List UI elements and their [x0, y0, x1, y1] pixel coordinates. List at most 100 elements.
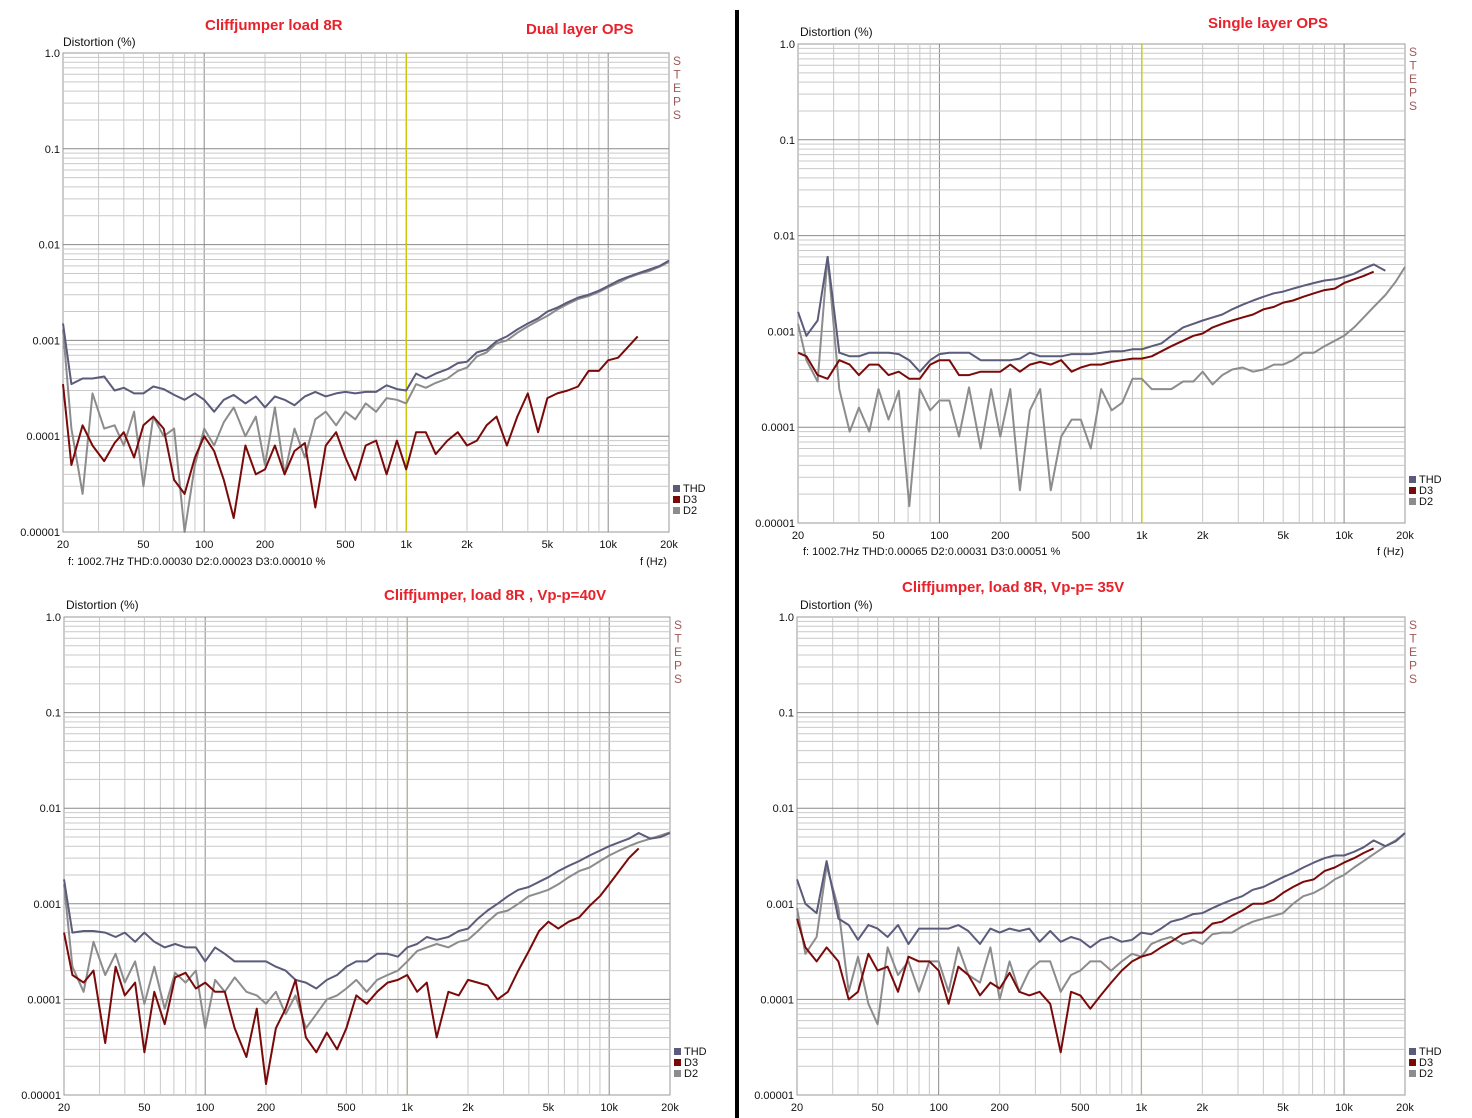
legend-label-thd: THD — [1419, 474, 1442, 486]
x-tick-label: 20k — [1396, 1102, 1414, 1114]
legend-swatch-thd — [674, 1048, 681, 1055]
panel-title-left: Cliffjumper, load 8R, Vp-p= 35V — [902, 579, 1124, 596]
legend-swatch-thd — [1409, 476, 1416, 483]
y-axis-label: Distortion (%) — [66, 598, 139, 612]
x-tick-label: 20k — [661, 1102, 679, 1114]
x-tick-label: 2k — [1197, 1102, 1209, 1114]
plot-frame — [797, 43, 1406, 524]
y-tick-label: 0.001 — [767, 326, 795, 338]
panel-title-right: Dual layer OPS — [526, 21, 634, 38]
x-tick-label: 50 — [137, 539, 149, 551]
y-tick-label: 0.0001 — [760, 994, 794, 1006]
legend-label-thd: THD — [684, 1046, 707, 1058]
x-tick-label: 5k — [1277, 530, 1289, 542]
legend-swatch-d3 — [1409, 1059, 1416, 1066]
x-tick-label: 5k — [1277, 1102, 1289, 1114]
series-line-d2 — [797, 255, 1406, 508]
series-line-d2 — [62, 261, 670, 533]
x-tick-label: 2k — [461, 539, 473, 551]
x-axis-label: f (Hz) — [1377, 546, 1404, 558]
steps-letter: T — [674, 632, 682, 646]
steps-letter: T — [673, 68, 681, 82]
steps-letter: S — [673, 54, 681, 68]
y-tick-label: 0.0001 — [27, 994, 61, 1006]
x-tick-label: 100 — [195, 539, 213, 551]
x-tick-label: 20k — [1396, 530, 1414, 542]
legend-label-d3: D3 — [683, 494, 697, 506]
y-tick-label: 0.001 — [32, 335, 60, 347]
x-tick-label: 20k — [660, 539, 678, 551]
series-line-d3 — [797, 270, 1375, 380]
y-tick-label: 0.00001 — [20, 527, 60, 539]
x-tick-label: 10k — [1335, 1102, 1353, 1114]
x-tick-label: 20 — [791, 1102, 803, 1114]
steps-letter: T — [1409, 632, 1417, 646]
legend-swatch-d2 — [673, 507, 680, 514]
legend-label-thd: THD — [683, 483, 706, 495]
steps-letter: S — [673, 108, 681, 122]
legend-swatch-d2 — [1409, 1070, 1416, 1077]
y-tick-label: 0.1 — [779, 708, 794, 720]
y-axis-label: Distortion (%) — [800, 598, 873, 612]
y-tick-label: 1.0 — [45, 48, 60, 60]
x-tick-label: 10k — [599, 539, 617, 551]
x-tick-label: 500 — [1071, 1102, 1089, 1114]
x-tick-label: 5k — [542, 539, 554, 551]
y-tick-label: 0.00001 — [755, 518, 795, 530]
panel-40v: Cliffjumper, load 8R , Vp-p=40V Distorti… — [21, 587, 706, 1114]
series-line-thd — [62, 259, 670, 413]
y-tick-label: 0.01 — [40, 803, 61, 815]
series-line-d3 — [63, 847, 640, 1086]
series-line-thd — [796, 832, 1406, 949]
legend-swatch-thd — [673, 485, 680, 492]
y-tick-label: 1.0 — [46, 612, 61, 624]
x-tick-label: 200 — [991, 530, 1009, 542]
legend-label-d2: D2 — [684, 1068, 698, 1080]
steps-letter: S — [1409, 45, 1417, 59]
x-tick-label: 1k — [1136, 530, 1148, 542]
panel-dual-layer: Cliffjumper load 8R Dual layer OPS Disto… — [20, 17, 705, 568]
y-tick-label: 0.001 — [33, 899, 61, 911]
steps-letter: S — [1409, 618, 1417, 632]
x-tick-label: 50 — [872, 530, 884, 542]
x-tick-label: 100 — [930, 530, 948, 542]
x-tick-label: 50 — [138, 1102, 150, 1114]
steps-letter: E — [1409, 645, 1417, 659]
y-axis-label: Distortion (%) — [63, 35, 136, 49]
series-line-d3 — [62, 335, 639, 519]
legend-swatch-thd — [1409, 1048, 1416, 1055]
panel-title-left: Cliffjumper, load 8R , Vp-p=40V — [384, 587, 606, 604]
legend-swatch-d2 — [1409, 498, 1416, 505]
steps-letter: E — [1409, 72, 1417, 86]
series-line-d3 — [796, 847, 1375, 1054]
legend-label-d3: D3 — [1419, 1057, 1433, 1069]
y-tick-label: 0.1 — [45, 144, 60, 156]
x-tick-label: 200 — [990, 1102, 1008, 1114]
legend-swatch-d3 — [1409, 487, 1416, 494]
legend-swatch-d2 — [674, 1070, 681, 1077]
y-tick-label: 0.01 — [773, 803, 794, 815]
y-tick-label: 1.0 — [780, 39, 795, 51]
panel-35v: Cliffjumper, load 8R, Vp-p= 35V Distorti… — [754, 579, 1441, 1114]
steps-letter: T — [1409, 59, 1417, 73]
y-tick-label: 0.00001 — [21, 1090, 61, 1102]
legend-swatch-d3 — [674, 1059, 681, 1066]
x-axis-label: f (Hz) — [640, 556, 667, 568]
x-tick-label: 20 — [58, 1102, 70, 1114]
y-tick-label: 0.1 — [780, 135, 795, 147]
x-tick-label: 10k — [600, 1102, 618, 1114]
y-tick-label: 0.1 — [46, 708, 61, 720]
y-tick-label: 0.0001 — [761, 422, 795, 434]
series-line-thd — [797, 255, 1386, 373]
legend-label-d3: D3 — [1419, 485, 1433, 497]
x-tick-label: 1k — [1136, 1102, 1148, 1114]
legend-label-d2: D2 — [1419, 496, 1433, 508]
steps-letter: S — [1409, 99, 1417, 113]
y-tick-label: 0.0001 — [26, 431, 60, 443]
steps-letter: P — [674, 659, 682, 673]
